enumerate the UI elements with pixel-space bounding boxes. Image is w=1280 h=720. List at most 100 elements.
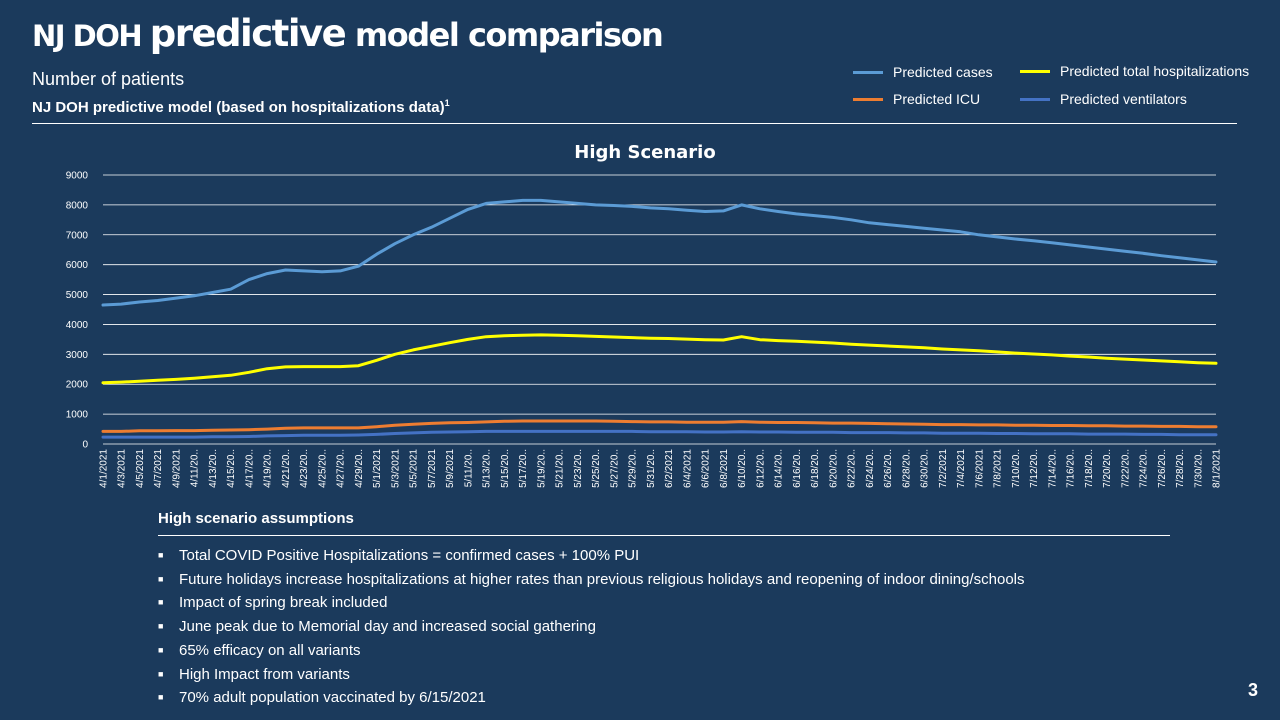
x-tick-label: 4/19/20.. bbox=[263, 449, 274, 488]
bullet-icon: ■ bbox=[158, 644, 164, 655]
y-tick-label: 1000 bbox=[66, 410, 89, 421]
x-tick-label: 5/21/20.. bbox=[555, 449, 566, 488]
y-tick-label: 9000 bbox=[66, 171, 89, 182]
x-tick-label: 5/23/20.. bbox=[573, 449, 584, 488]
y-tick-label: 8000 bbox=[66, 200, 89, 211]
header-divider bbox=[32, 123, 1237, 124]
x-tick-label: 6/8/2021 bbox=[719, 449, 730, 488]
x-tick-label: 5/3/2021 bbox=[390, 449, 401, 488]
legend-swatch-icu bbox=[853, 97, 883, 101]
assumptions-divider bbox=[158, 535, 1170, 536]
x-tick-label: 6/16/20.. bbox=[792, 449, 803, 488]
legend-swatch-cases bbox=[853, 70, 883, 74]
x-tick-label: 4/29/20.. bbox=[354, 449, 365, 488]
assumption-item: ■ 65% efficacy on all variants bbox=[158, 639, 1025, 663]
x-tick-label: 4/17/20.. bbox=[244, 449, 255, 488]
series-line-predicted-cases bbox=[101, 198, 1218, 307]
x-tick-label: 8/1/2021 bbox=[1212, 449, 1223, 488]
slide-title-part2: predictive bbox=[149, 12, 347, 55]
assumption-text: June peak due to Memorial day and increa… bbox=[179, 618, 596, 636]
x-tick-label: 4/23/20.. bbox=[299, 449, 310, 488]
bullet-icon: ■ bbox=[158, 621, 164, 632]
x-tick-label: 6/22/20.. bbox=[847, 449, 858, 488]
source-text: NJ DOH predictive model (based on hospit… bbox=[32, 99, 445, 116]
x-tick-label: 4/9/2021 bbox=[171, 449, 182, 488]
x-tick-label: 5/17/20.. bbox=[518, 449, 529, 488]
x-tick-label: 7/8/2021 bbox=[993, 449, 1004, 488]
x-tick-label: 7/28/20.. bbox=[1175, 449, 1186, 488]
x-tick-label: 4/13/20.. bbox=[208, 449, 219, 488]
assumption-item: ■ June peak due to Memorial day and incre… bbox=[158, 615, 1025, 639]
x-tick-label: 7/10/20.. bbox=[1011, 449, 1022, 488]
x-tick-label: 6/24/20.. bbox=[865, 449, 876, 488]
assumptions-list: ■ Total COVID Positive Hospitalizations =… bbox=[158, 544, 1025, 710]
source-line: NJ DOH predictive model (based on hospit… bbox=[32, 98, 450, 116]
x-tick-label: 4/21/20.. bbox=[281, 449, 292, 488]
slide-title: NJ DOH predictive model comparison bbox=[32, 12, 664, 55]
y-tick-label: 0 bbox=[82, 440, 88, 451]
x-tick-label: 7/2/2021 bbox=[938, 449, 949, 488]
x-tick-label: 5/31/20.. bbox=[646, 449, 657, 488]
x-tick-label: 6/12/20.. bbox=[755, 449, 766, 488]
slide-title-part3: model comparison bbox=[345, 16, 664, 54]
x-tick-label: 5/25/20.. bbox=[591, 449, 602, 488]
x-tick-label: 7/4/2021 bbox=[956, 449, 967, 488]
legend-item-cases: Predicted cases bbox=[853, 64, 993, 80]
x-tick-label: 5/15/20.. bbox=[500, 449, 511, 488]
x-tick-label: 7/24/20.. bbox=[1139, 449, 1150, 488]
x-tick-label: 7/16/20.. bbox=[1066, 449, 1077, 488]
x-tick-label: 5/7/2021 bbox=[427, 449, 438, 488]
y-tick-label: 5000 bbox=[66, 290, 89, 301]
x-tick-label: 7/14/20.. bbox=[1047, 449, 1058, 488]
assumption-text: 65% efficacy on all variants bbox=[179, 641, 361, 659]
series-line-predicted-total-hospitalizations bbox=[101, 333, 1218, 385]
bullet-icon: ■ bbox=[158, 668, 164, 679]
x-tick-label: 4/7/2021 bbox=[153, 449, 164, 488]
legend-swatch-ventilators bbox=[1020, 97, 1050, 101]
y-tick-label: 2000 bbox=[66, 380, 89, 391]
x-tick-label: 7/18/20.. bbox=[1084, 449, 1095, 488]
assumption-item: ■ Future holidays increase hospitalizatio… bbox=[158, 568, 1025, 592]
legend-label-hospitalizations: Predicted total hospitalizations bbox=[1060, 63, 1250, 79]
assumption-text: Impact of spring break included bbox=[179, 594, 388, 612]
x-tick-label: 6/30/20.. bbox=[920, 449, 931, 488]
x-tick-label: 6/10/20.. bbox=[737, 449, 748, 488]
x-tick-label: 4/15/20.. bbox=[226, 449, 237, 488]
x-tick-label: 7/20/20.. bbox=[1102, 449, 1113, 488]
x-tick-label: 6/14/20.. bbox=[774, 449, 785, 488]
x-tick-label: 6/28/20.. bbox=[901, 449, 912, 488]
x-tick-label: 5/9/2021 bbox=[445, 449, 456, 488]
y-tick-label: 3000 bbox=[66, 350, 89, 361]
assumption-text: Future holidays increase hospitalization… bbox=[179, 570, 1025, 588]
assumption-text: Total COVID Positive Hospitalizations = … bbox=[179, 547, 640, 564]
assumption-item: ■ 70% adult population vaccinated by 6/15… bbox=[158, 686, 1025, 710]
assumptions-heading: High scenario assumptions bbox=[158, 510, 354, 527]
chart-legend: Predicted cases Predicted total hospital… bbox=[853, 60, 1273, 120]
x-tick-label: 6/6/2021 bbox=[701, 449, 712, 488]
legend-item-ventilators: Predicted ventilators bbox=[1020, 91, 1187, 107]
x-tick-label: 7/30/20.. bbox=[1193, 449, 1204, 488]
legend-label-cases: Predicted cases bbox=[893, 64, 993, 80]
y-tick-label: 4000 bbox=[66, 320, 89, 331]
x-tick-label: 5/13/20.. bbox=[482, 449, 493, 488]
x-tick-label: 4/11/20.. bbox=[190, 449, 201, 487]
x-tick-label: 6/18/20.. bbox=[810, 449, 821, 488]
legend-label-ventilators: Predicted ventilators bbox=[1060, 91, 1187, 107]
legend-swatch-hospitalizations bbox=[1020, 69, 1050, 73]
legend-item-hospitalizations: Predicted total hospitalizations bbox=[1020, 63, 1249, 79]
assumption-item: ■ Impact of spring break included bbox=[158, 591, 1025, 615]
assumption-item: ■ High Impact from variants bbox=[158, 663, 1025, 687]
x-tick-label: 5/19/20.. bbox=[536, 449, 547, 488]
x-tick-label: 6/4/2021 bbox=[682, 449, 693, 488]
x-tick-label: 5/29/20.. bbox=[628, 449, 639, 488]
x-tick-label: 4/5/2021 bbox=[135, 449, 146, 488]
y-tick-label: 7000 bbox=[66, 230, 89, 241]
x-tick-label: 4/1/2021 bbox=[99, 449, 110, 488]
series-line-predicted-icu bbox=[101, 419, 1218, 433]
legend-item-icu: Predicted ICU bbox=[853, 91, 980, 107]
x-tick-label: 4/3/2021 bbox=[117, 449, 128, 488]
bullet-icon: ■ bbox=[158, 550, 164, 560]
x-tick-label: 7/22/20.. bbox=[1120, 449, 1131, 488]
x-tick-label: 4/25/20.. bbox=[317, 449, 328, 488]
